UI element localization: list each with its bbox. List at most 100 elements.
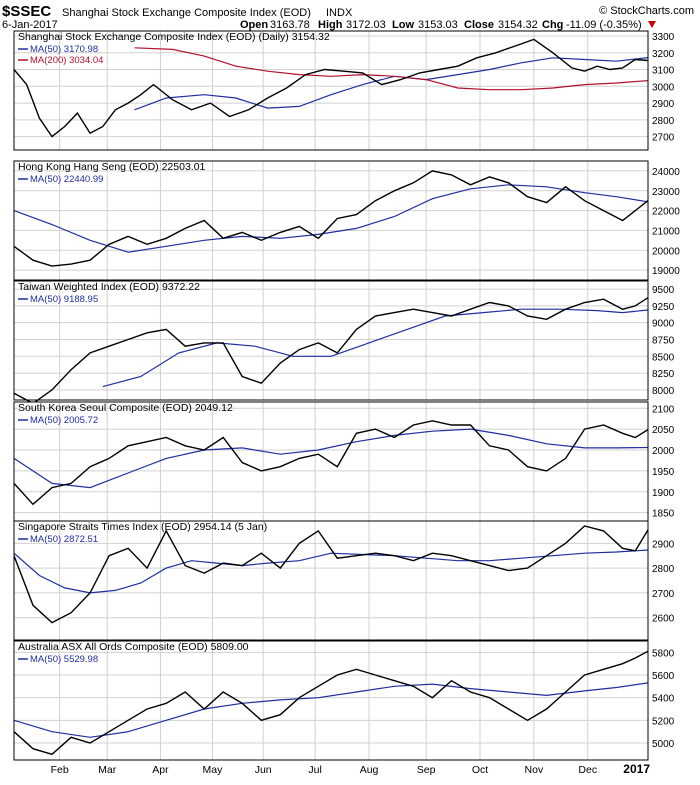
moving-average-line [13,682,649,738]
x-tick-label: Dec [578,764,597,776]
panel-title: Hong Kong Hang Seng (EOD) 22503.01 [18,161,206,173]
x-axis: Feb Mar Apr May Jun Jul Aug Sep Oct Nov Dec 2017 [51,762,651,776]
panel-title: Singapore Straits Times Index (EOD) 2954… [18,521,267,533]
chart-header: $SSEC Shanghai Stock Exchange Composite … [2,3,694,31]
moving-average-line [134,47,649,91]
y-tick-label: 8500 [652,352,675,363]
chart-panel: 5000 5200 5400 5600 5800 Australia ASX All Or… [13,640,675,761]
y-tick-label: 8250 [652,369,675,380]
chart-panel: 2700 2800 2900 3000 3100 3200 3300 Shanghai Sto… [13,30,675,151]
price-series-line [13,170,649,267]
y-tick-label: 3000 [652,82,675,93]
x-tick-label: Oct [472,764,488,776]
chart-panel: 19000 20000 21000 22000 23000 24000 Hong Kong … [13,160,680,281]
x-tick-label: Nov [525,764,544,776]
x-tick-label: Mar [98,764,117,776]
legend-label: MA(50) 3170.98 [30,44,98,55]
legend-label: MA(50) 22440.99 [30,174,103,185]
price-series-line [13,297,649,405]
panel-title: South Korea Seoul Composite (EOD) 2049.1… [18,402,233,414]
y-tick-label: 2900 [652,99,675,110]
y-tick-label: 1850 [652,509,675,520]
y-tick-label: 1950 [652,467,675,478]
panel-border [13,280,649,401]
x-tick-label: May [203,764,224,776]
panel-border [13,640,649,761]
chart-panel: 2600 2700 2800 2900 Singapore Straits Times … [13,520,675,641]
price-series-line [13,650,649,756]
y-tick-label: 3200 [652,49,675,60]
price-series-line [13,525,649,624]
moving-average-line [13,184,649,253]
moving-average-line [102,308,649,388]
x-tick-label: Aug [360,764,379,776]
legend-label: MA(50) 2872.51 [30,534,98,545]
open-value: 3163.78 [270,19,310,31]
y-tick-label: 2700 [652,133,675,144]
panel-background [14,521,648,640]
x-tick-label: Jul [308,764,321,776]
y-tick-label: 9500 [652,285,675,296]
low-label: Low [392,19,414,31]
chart-panels: 2700 2800 2900 3000 3100 3200 3300 Shanghai Sto… [13,30,680,761]
y-tick-label: 9250 [652,302,675,313]
legend-label: MA(50) 5529.98 [30,654,98,665]
y-tick-label: 8000 [652,386,675,397]
y-tick-label: 5400 [652,694,675,705]
price-series-line [13,38,649,138]
y-tick-label: 24000 [652,167,680,178]
panel-background [14,31,648,150]
x-tick-label: Jun [255,764,272,776]
high-label: High [318,19,343,31]
moving-average-line [13,549,649,594]
price-series-line [13,420,649,506]
ticker-symbol: $SSEC [2,3,51,20]
chg-label: Chg [542,19,563,31]
y-tick-label: 21000 [652,226,680,237]
panel-border [13,520,649,641]
y-tick-label: 5000 [652,739,675,750]
panel-background [14,281,648,400]
panel-border [13,30,649,151]
y-tick-label: 2050 [652,425,675,436]
x-tick-label: 2017 [623,762,650,776]
panel-title: Taiwan Weighted Index (EOD) 9372.22 [18,281,200,293]
x-tick-label: Apr [152,764,169,776]
panel-background [14,641,648,760]
open-label: Open [240,19,268,31]
chart-panel: 8000 8250 8500 8750 9000 9250 9500 Taiwan Weigh… [13,280,675,405]
y-tick-label: 8750 [652,335,675,346]
y-tick-label: 23000 [652,187,680,198]
panel-background [14,402,648,521]
low-value: 3153.03 [418,19,458,31]
y-tick-label: 2700 [652,589,675,600]
y-tick-label: 2000 [652,446,675,457]
y-tick-label: 2900 [652,539,675,550]
x-tick-label: Feb [51,764,69,776]
y-tick-label: 2100 [652,404,675,415]
legend-label: MA(200) 3034.04 [30,55,103,66]
y-tick-label: 2800 [652,564,675,575]
y-tick-label: 20000 [652,246,680,257]
y-tick-label: 5800 [652,648,675,659]
y-tick-label: 5600 [652,671,675,682]
exchange-label: INDX [326,7,353,19]
close-value: 3154.32 [498,19,538,31]
legend-label: MA(50) 2005.72 [30,415,98,426]
panel-title: Shanghai Stock Exchange Composite Index … [18,31,330,43]
y-tick-label: 3100 [652,66,675,77]
y-tick-label: 22000 [652,207,680,218]
panel-border [13,160,649,281]
watermark: © StockCharts.com [599,5,694,17]
y-tick-label: 9000 [652,319,675,330]
index-name: Shanghai Stock Exchange Composite Index … [62,7,311,19]
y-tick-label: 19000 [652,266,680,277]
y-tick-label: 2800 [652,116,675,127]
down-arrow-icon [648,21,656,28]
panel-title: Australia ASX All Ords Composite (EOD) 5… [18,641,249,653]
legend-label: MA(50) 9188.95 [30,294,98,305]
close-label: Close [464,19,494,31]
y-tick-label: 1900 [652,488,675,499]
